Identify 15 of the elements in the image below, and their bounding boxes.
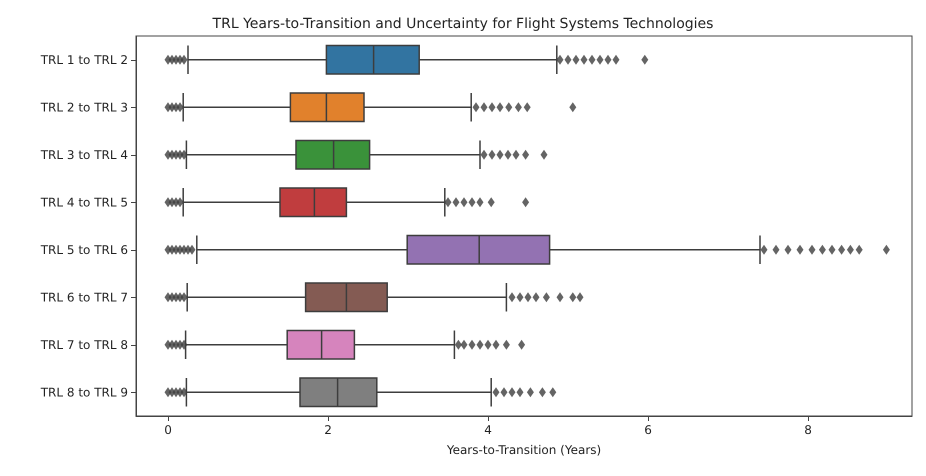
x-tick-label: 2 — [324, 423, 332, 437]
x-tick-label: 6 — [644, 423, 652, 437]
chart-title: TRL Years-to-Transition and Uncertainty for Flight Systems Technologies — [212, 16, 714, 32]
x-tick-label: 4 — [484, 423, 492, 437]
x-axis-title: Years-to-Transition (Years) — [446, 443, 602, 457]
y-tick-label: TRL 6 to TRL 7 — [40, 290, 128, 304]
y-tick-label: TRL 3 to TRL 4 — [40, 148, 128, 162]
y-tick-label: TRL 7 to TRL 8 — [40, 338, 128, 352]
y-tick-label: TRL 1 to TRL 2 — [40, 52, 128, 67]
y-tick-label: TRL 2 to TRL 3 — [40, 100, 128, 114]
y-tick-label: TRL 4 to TRL 5 — [40, 195, 128, 210]
y-tick-label: TRL 8 to TRL 9 — [40, 385, 128, 400]
y-tick-label: TRL 5 to TRL 6 — [40, 242, 128, 257]
x-tick-label: 8 — [804, 423, 812, 437]
x-tick-label: 0 — [164, 423, 172, 437]
